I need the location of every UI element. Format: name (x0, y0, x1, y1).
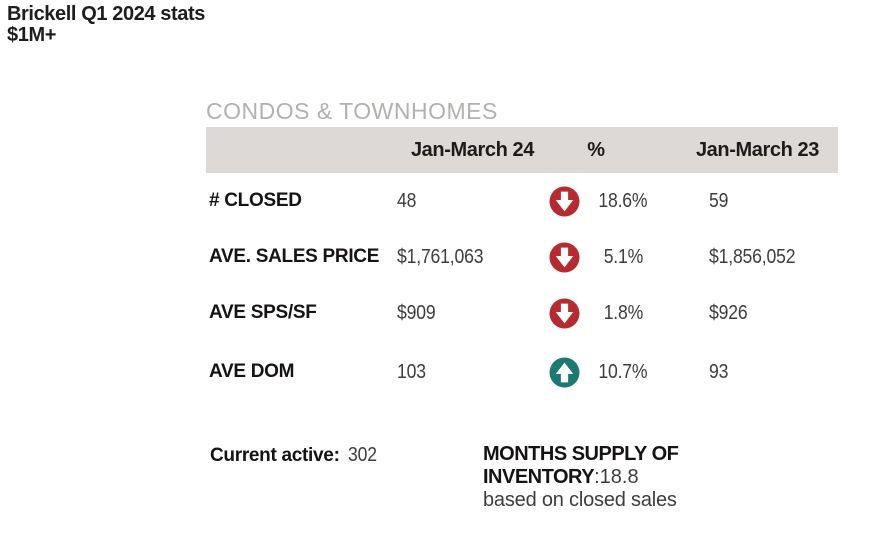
pct-change-box: 5.1% (580, 246, 666, 269)
change-cell: 5.1% (546, 242, 666, 273)
pct-change-box: 10.7% (580, 361, 666, 384)
header-percent: % (587, 138, 605, 161)
row-label: AVE DOM (209, 361, 295, 382)
page-title: Brickell Q1 2024 stats $1M+ (7, 4, 205, 46)
pct-change: 18.6% (598, 189, 648, 212)
months-supply-line: MONTHS SUPPLY OF INVENTORY:18.8 (483, 443, 823, 489)
current-value: 103 (397, 360, 426, 383)
table-row: AVE SPS/SF $909 1.8% $926 (206, 285, 838, 341)
prior-value-cell: $1,856,052 (666, 246, 838, 269)
current-active-label: Current active: (210, 445, 340, 466)
current-value-cell: 103 (396, 361, 546, 384)
months-supply-label: MONTHS SUPPLY OF INVENTORY (483, 443, 679, 488)
current-value: 48 (397, 189, 417, 212)
current-value-cell: $909 (396, 302, 546, 325)
change-cell: 1.8% (546, 298, 666, 329)
change-cell: 18.6% (546, 186, 666, 217)
pct-change-box: 1.8% (580, 302, 666, 325)
current-value: $909 (397, 301, 436, 324)
header-prior-period: Jan-March 23 (695, 138, 819, 161)
table-row: AVE. SALES PRICE $1,761,063 5.1% $1,856,… (206, 229, 838, 285)
title-line-2: $1M+ (7, 24, 56, 46)
section-title: CONDOS & TOWNHOMES (206, 98, 498, 124)
title-line-1: Brickell Q1 2024 stats (7, 3, 205, 25)
table-row: AVE DOM 103 10.7% 93 (206, 341, 838, 403)
months-supply: MONTHS SUPPLY OF INVENTORY:18.8 based on… (483, 443, 823, 512)
current-value: $1,761,063 (397, 245, 484, 268)
row-label: AVE. SALES PRICE (209, 246, 380, 267)
row-label: AVE SPS/SF (209, 302, 317, 323)
down-arrow-icon (549, 242, 580, 272)
current-value-cell: 48 (396, 190, 546, 213)
prior-value: $1,856,052 (709, 245, 796, 268)
prior-value-cell: $926 (666, 302, 838, 325)
pct-change: 10.7% (598, 360, 648, 383)
prior-value-cell: 59 (666, 190, 838, 213)
down-arrow-icon (549, 186, 580, 216)
current-active: Current active: 302 (210, 444, 380, 467)
header-current-period: Jan-March 24 (410, 138, 534, 161)
change-cell: 10.7% (546, 357, 666, 388)
table-header-row: Jan-March 24 % Jan-March 23 (206, 127, 838, 173)
row-label: # CLOSED (209, 190, 302, 211)
down-arrow-icon (549, 298, 580, 328)
pct-change: 1.8% (603, 301, 643, 324)
up-arrow-icon (549, 357, 580, 387)
prior-value-cell: 93 (666, 361, 838, 384)
prior-value: 93 (709, 360, 729, 383)
current-active-value: 302 (347, 444, 377, 466)
pct-change-box: 18.6% (580, 190, 666, 213)
months-supply-separator: : (594, 466, 600, 488)
prior-value: 59 (709, 189, 729, 212)
months-supply-value: 18.8 (599, 466, 639, 488)
current-value-cell: $1,761,063 (396, 246, 546, 269)
prior-value: $926 (709, 301, 748, 324)
table-row: # CLOSED 48 18.6% 59 (206, 173, 838, 229)
stats-table: CONDOS & TOWNHOMES Jan-March 24 % Jan-Ma… (206, 98, 838, 403)
pct-change: 5.1% (603, 245, 643, 268)
months-supply-note: based on closed sales (483, 489, 677, 511)
